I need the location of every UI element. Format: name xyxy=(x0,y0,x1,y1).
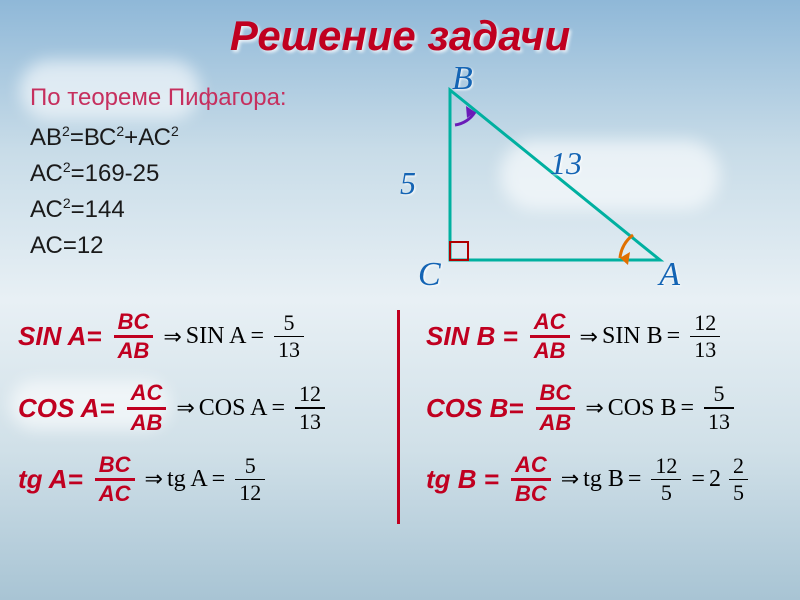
vertex-b-label: B xyxy=(452,60,473,98)
function-name: SIN B = xyxy=(426,321,518,352)
implies-icon: ⇒ xyxy=(585,395,603,421)
page-title: Решение задачи xyxy=(0,0,800,60)
given-block: По теореме Пифагора: АВ2=ВС2+АС2 АС2=169… xyxy=(30,80,287,264)
vertex-a-label: A xyxy=(659,256,680,294)
function-name: COS B= xyxy=(426,393,524,424)
result-expr: COS B xyxy=(608,395,677,422)
formulas-angle-a: SIN A= BCAB ⇒ SIN A = 513 COS A= ACAB ⇒ … xyxy=(0,310,400,524)
formula-row: SIN B = ACAB ⇒ SIN B = 1213 xyxy=(426,310,782,363)
implies-icon: ⇒ xyxy=(145,466,163,492)
right-angle-marker xyxy=(450,242,468,260)
formula-row: tg A= BCAC ⇒ tg A = 512 xyxy=(18,453,379,506)
formula-row: tg B = ACBC ⇒ tg B = 125 =225 xyxy=(426,453,782,506)
given-line: АВ2=ВС2+АС2 xyxy=(30,120,287,156)
implies-icon: ⇒ xyxy=(580,324,598,350)
given-line: АС2=169-25 xyxy=(30,156,287,192)
result-expr: COS A xyxy=(199,395,268,422)
function-name: tg B = xyxy=(426,464,499,495)
given-line: АС2=144 xyxy=(30,192,287,228)
function-name: SIN A= xyxy=(18,321,102,352)
implies-icon: ⇒ xyxy=(176,395,194,421)
result-expr: tg A xyxy=(167,466,208,493)
side-ab-label: 13 xyxy=(550,145,582,182)
result-expr: SIN A xyxy=(186,323,247,350)
triangle-diagram: B C A 5 13 xyxy=(360,70,680,290)
implies-icon: ⇒ xyxy=(163,324,181,350)
formula-row: COS A= ACAB ⇒ COS A = 1213 xyxy=(18,381,379,434)
given-line: АС=12 xyxy=(30,228,287,264)
formula-block: SIN A= BCAB ⇒ SIN A = 513 COS A= ACAB ⇒ … xyxy=(0,310,800,524)
function-name: COS A= xyxy=(18,393,115,424)
result-expr: tg B xyxy=(583,466,624,493)
side-bc-label: 5 xyxy=(400,165,416,202)
implies-icon: ⇒ xyxy=(561,466,579,492)
function-name: tg A= xyxy=(18,464,83,495)
formula-row: SIN A= BCAB ⇒ SIN A = 513 xyxy=(18,310,379,363)
formula-row: COS B= BCAB ⇒ COS B = 513 xyxy=(426,381,782,434)
given-label: По теореме Пифагора: xyxy=(30,80,287,116)
vertex-c-label: C xyxy=(418,256,441,294)
formulas-angle-b: SIN B = ACAB ⇒ SIN B = 1213 COS B= BCAB … xyxy=(400,310,800,524)
result-expr: SIN B xyxy=(602,323,663,350)
